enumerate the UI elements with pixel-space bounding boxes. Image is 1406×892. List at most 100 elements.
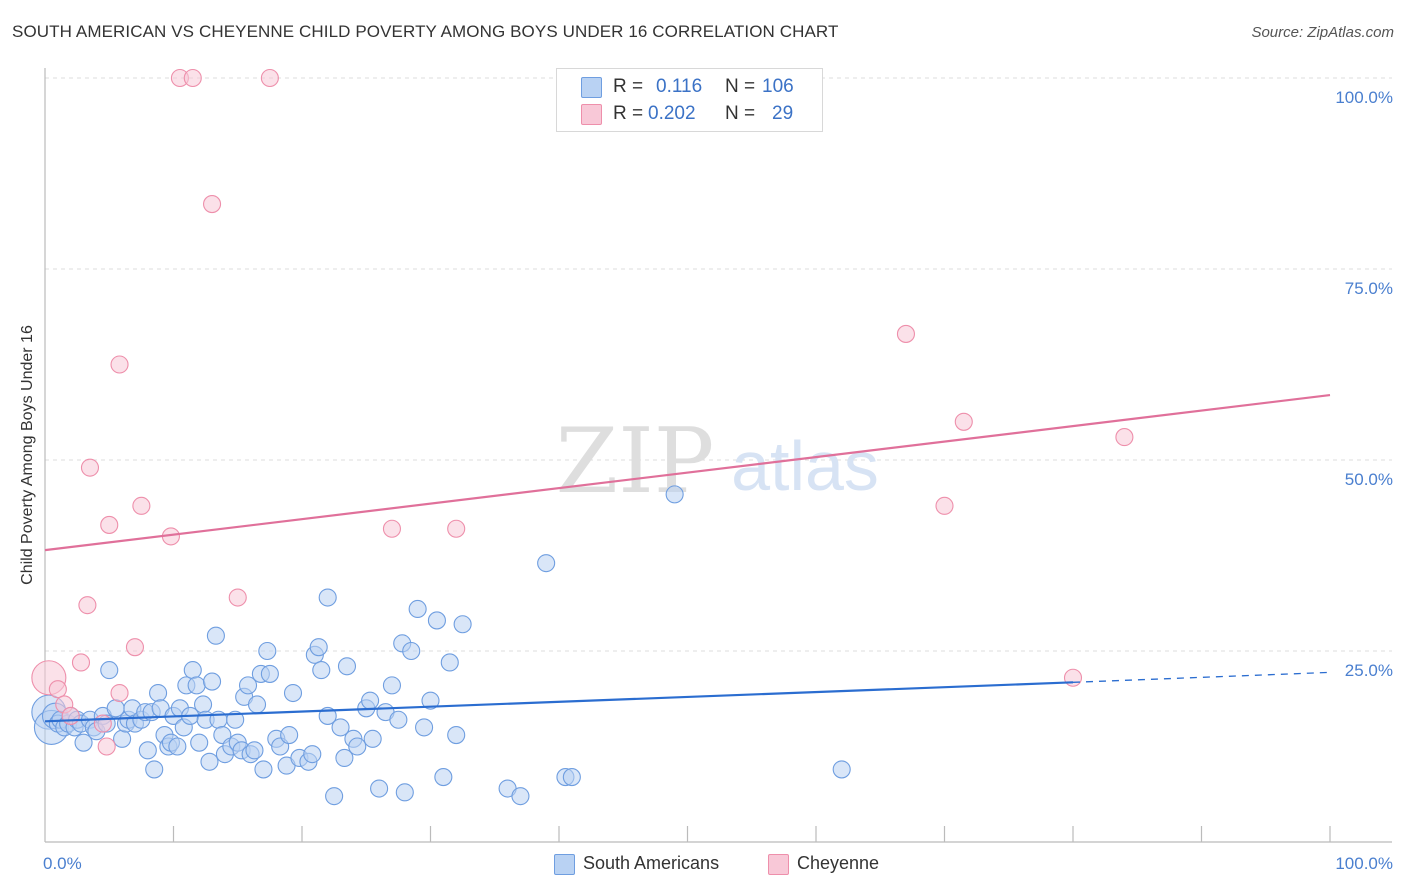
south-american-point bbox=[203, 672, 222, 691]
gridlines bbox=[45, 77, 1392, 652]
south-american-point bbox=[183, 661, 202, 680]
cheyenne-point bbox=[228, 588, 247, 607]
south-american-point bbox=[187, 676, 206, 695]
south-american-point bbox=[168, 737, 187, 756]
south-american-point bbox=[318, 588, 337, 607]
cheyenne-point bbox=[61, 706, 80, 725]
n-label: N = bbox=[725, 103, 756, 124]
cheyenne-point bbox=[71, 653, 91, 672]
south-american-point bbox=[247, 695, 267, 714]
r-label: R = bbox=[613, 76, 644, 97]
cheyenne-point bbox=[447, 519, 466, 538]
south-american-point bbox=[100, 661, 119, 680]
legend-swatch-south-americans bbox=[581, 77, 602, 98]
south-american-point bbox=[226, 710, 245, 729]
watermark: ZIP atlas bbox=[556, 409, 879, 514]
tick-labels: 100.0% 75.0% 50.0% 25.0% 0.0% 100.0% bbox=[43, 88, 1393, 873]
south-american-trend-line-extension bbox=[1072, 671, 1331, 683]
south-american-point bbox=[325, 787, 344, 806]
south-american-point bbox=[280, 725, 299, 745]
cheyenne-point bbox=[100, 515, 119, 534]
x-tick-label: 0.0% bbox=[43, 854, 82, 873]
south-american-point bbox=[194, 695, 213, 714]
cheyenne-point bbox=[132, 496, 151, 515]
cheyenne-point bbox=[203, 195, 222, 214]
south-american-point bbox=[145, 760, 164, 779]
cheyenne-point bbox=[260, 68, 279, 88]
south-american-point bbox=[283, 683, 303, 703]
y-tick-label: 75.0% bbox=[1345, 279, 1393, 298]
n-value: 29 bbox=[772, 103, 794, 124]
cheyenne-point bbox=[125, 638, 144, 657]
n-label: N = bbox=[725, 76, 756, 97]
south-american-point bbox=[74, 733, 93, 752]
cheyenne-point bbox=[97, 737, 116, 756]
cheyenne-point bbox=[183, 68, 202, 88]
watermark-zip: ZIP bbox=[556, 409, 715, 514]
watermark-atlas: atlas bbox=[731, 427, 879, 505]
south-american-point bbox=[562, 768, 581, 787]
stats-legend: R = 0.116 N = 106 R = 0.202 N = 29 bbox=[556, 68, 823, 132]
south-american-point bbox=[402, 641, 421, 661]
south-american-point bbox=[363, 729, 382, 748]
r-value: 0.202 bbox=[648, 103, 696, 124]
cheyenne-point bbox=[382, 519, 402, 538]
south-american-point bbox=[238, 676, 258, 695]
south-american-point bbox=[453, 615, 472, 634]
south-american-point bbox=[245, 741, 264, 760]
south-american-point bbox=[427, 611, 446, 630]
r-label: R = bbox=[613, 103, 644, 124]
south-american-point bbox=[447, 725, 466, 745]
south-american-point bbox=[348, 737, 367, 756]
south-american-point bbox=[665, 485, 684, 504]
south-american-point bbox=[138, 741, 157, 760]
legend-swatch-south-americans bbox=[554, 854, 575, 875]
cheyenne-point bbox=[954, 412, 973, 431]
cheyenne-point bbox=[110, 355, 129, 374]
south-american-point bbox=[254, 760, 273, 779]
legend-swatch-cheyenne bbox=[581, 104, 602, 125]
south-american-point bbox=[361, 691, 380, 710]
south-american-point bbox=[395, 783, 414, 802]
south-american-point bbox=[440, 653, 459, 672]
south-american-point bbox=[421, 691, 440, 710]
south-american-point bbox=[389, 710, 408, 729]
cheyenne-point bbox=[896, 324, 916, 343]
south-american-point bbox=[309, 638, 328, 657]
south-american-point bbox=[113, 729, 132, 748]
south-american-point bbox=[206, 626, 225, 645]
cheyenne-point bbox=[935, 496, 954, 515]
south-american-point bbox=[408, 599, 427, 619]
south-american-point bbox=[511, 787, 530, 806]
cheyenne-point bbox=[1063, 668, 1083, 687]
cheyenne-point bbox=[80, 458, 100, 477]
south-american-point bbox=[258, 641, 277, 661]
n-value: 106 bbox=[762, 76, 794, 97]
south-american-point bbox=[260, 664, 279, 683]
legend-swatch-cheyenne bbox=[768, 854, 789, 875]
source-credit: Source: ZipAtlas.com bbox=[1251, 24, 1394, 41]
legend-label-cheyenne: Cheyenne bbox=[797, 853, 880, 873]
south-american-point bbox=[415, 718, 434, 737]
cheyenne-point bbox=[78, 596, 97, 615]
chart-title: SOUTH AMERICAN VS CHEYENNE CHILD POVERTY… bbox=[12, 22, 839, 41]
y-tick-label: 100.0% bbox=[1335, 88, 1393, 107]
south-american-point bbox=[200, 752, 219, 771]
south-american-point bbox=[337, 657, 357, 676]
south-american-point bbox=[832, 760, 851, 779]
x-tick-label: 100.0% bbox=[1335, 854, 1393, 873]
south-american-point bbox=[312, 661, 331, 680]
south-american-trend-line bbox=[44, 681, 1074, 723]
legend-label-south-americans: South Americans bbox=[583, 853, 720, 873]
cheyenne-point bbox=[1115, 428, 1134, 447]
cheyenne-point bbox=[110, 683, 129, 703]
axes bbox=[44, 68, 1392, 843]
south-american-point bbox=[335, 748, 354, 768]
south-american-point bbox=[303, 745, 322, 764]
trend-lines bbox=[44, 393, 1331, 723]
south-american-point bbox=[190, 733, 209, 752]
cheyenne-point bbox=[48, 680, 67, 699]
y-tick-label: 50.0% bbox=[1345, 470, 1393, 489]
south-american-point bbox=[537, 554, 556, 573]
